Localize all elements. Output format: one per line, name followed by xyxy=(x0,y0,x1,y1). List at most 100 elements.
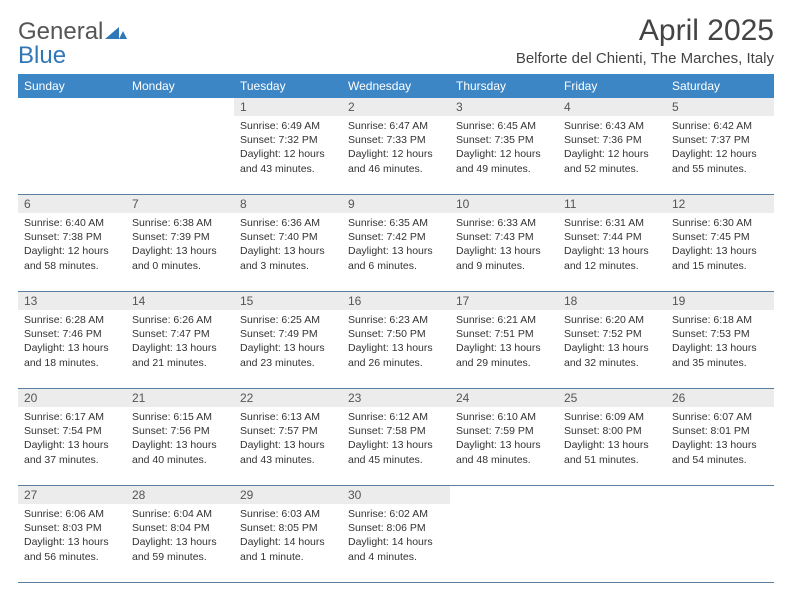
sunset-line: Sunset: 7:51 PM xyxy=(456,327,552,341)
day-cell-body: Sunrise: 6:49 AMSunset: 7:32 PMDaylight:… xyxy=(234,116,342,182)
sunrise-line: Sunrise: 6:31 AM xyxy=(564,216,660,230)
sunrise-line: Sunrise: 6:13 AM xyxy=(240,410,336,424)
day-number: 3 xyxy=(450,98,558,116)
day-cell-body: Sunrise: 6:23 AMSunset: 7:50 PMDaylight:… xyxy=(342,310,450,376)
day-cell-body: Sunrise: 6:33 AMSunset: 7:43 PMDaylight:… xyxy=(450,213,558,279)
day-number: 17 xyxy=(450,292,558,310)
sunrise-line: Sunrise: 6:09 AM xyxy=(564,410,660,424)
sunrise-line: Sunrise: 6:03 AM xyxy=(240,507,336,521)
day-cell-body: Sunrise: 6:40 AMSunset: 7:38 PMDaylight:… xyxy=(18,213,126,279)
day-header: Saturday xyxy=(666,74,774,98)
day-number xyxy=(558,486,666,504)
day-cell: Sunrise: 6:38 AMSunset: 7:39 PMDaylight:… xyxy=(126,213,234,292)
sunrise-line: Sunrise: 6:25 AM xyxy=(240,313,336,327)
day-number-cell: 27 xyxy=(18,486,126,505)
day-number-cell: 13 xyxy=(18,292,126,311)
daylight-line: Daylight: 13 hours and 9 minutes. xyxy=(456,244,552,272)
day-number-cell xyxy=(450,486,558,505)
day-header: Friday xyxy=(558,74,666,98)
sunrise-line: Sunrise: 6:40 AM xyxy=(24,216,120,230)
day-number xyxy=(666,486,774,504)
day-number: 8 xyxy=(234,195,342,213)
sunset-line: Sunset: 7:44 PM xyxy=(564,230,660,244)
sunset-line: Sunset: 8:04 PM xyxy=(132,521,228,535)
day-cell-body: Sunrise: 6:12 AMSunset: 7:58 PMDaylight:… xyxy=(342,407,450,473)
day-cell-body: Sunrise: 6:06 AMSunset: 8:03 PMDaylight:… xyxy=(18,504,126,570)
day-cell: Sunrise: 6:45 AMSunset: 7:35 PMDaylight:… xyxy=(450,116,558,195)
day-number-cell: 9 xyxy=(342,195,450,214)
day-cell-body: Sunrise: 6:36 AMSunset: 7:40 PMDaylight:… xyxy=(234,213,342,279)
daylight-line: Daylight: 13 hours and 23 minutes. xyxy=(240,341,336,369)
day-cell: Sunrise: 6:04 AMSunset: 8:04 PMDaylight:… xyxy=(126,504,234,583)
day-number-cell xyxy=(126,98,234,116)
daylight-line: Daylight: 13 hours and 18 minutes. xyxy=(24,341,120,369)
daylight-line: Daylight: 13 hours and 51 minutes. xyxy=(564,438,660,466)
day-number: 1 xyxy=(234,98,342,116)
day-cell: Sunrise: 6:31 AMSunset: 7:44 PMDaylight:… xyxy=(558,213,666,292)
sunset-line: Sunset: 8:05 PM xyxy=(240,521,336,535)
day-number xyxy=(18,98,126,116)
sunset-line: Sunset: 8:03 PM xyxy=(24,521,120,535)
day-number: 25 xyxy=(558,389,666,407)
day-number-cell: 15 xyxy=(234,292,342,311)
day-number-cell: 22 xyxy=(234,389,342,408)
day-cell: Sunrise: 6:42 AMSunset: 7:37 PMDaylight:… xyxy=(666,116,774,195)
day-cell: Sunrise: 6:25 AMSunset: 7:49 PMDaylight:… xyxy=(234,310,342,389)
title-block: April 2025 Belforte del Chienti, The Mar… xyxy=(516,14,774,67)
sunrise-line: Sunrise: 6:42 AM xyxy=(672,119,768,133)
day-number: 30 xyxy=(342,486,450,504)
day-number-cell: 16 xyxy=(342,292,450,311)
sunset-line: Sunset: 7:40 PM xyxy=(240,230,336,244)
daylight-line: Daylight: 13 hours and 12 minutes. xyxy=(564,244,660,272)
sunrise-line: Sunrise: 6:35 AM xyxy=(348,216,444,230)
day-cell: Sunrise: 6:43 AMSunset: 7:36 PMDaylight:… xyxy=(558,116,666,195)
day-number-cell: 24 xyxy=(450,389,558,408)
day-number: 19 xyxy=(666,292,774,310)
sunrise-line: Sunrise: 6:17 AM xyxy=(24,410,120,424)
sunrise-line: Sunrise: 6:28 AM xyxy=(24,313,120,327)
day-number: 21 xyxy=(126,389,234,407)
day-cell: Sunrise: 6:06 AMSunset: 8:03 PMDaylight:… xyxy=(18,504,126,583)
day-number: 27 xyxy=(18,486,126,504)
day-cell-body xyxy=(558,504,666,513)
day-number-cell: 23 xyxy=(342,389,450,408)
daylight-line: Daylight: 12 hours and 46 minutes. xyxy=(348,147,444,175)
daylight-line: Daylight: 12 hours and 49 minutes. xyxy=(456,147,552,175)
daylight-line: Daylight: 12 hours and 43 minutes. xyxy=(240,147,336,175)
day-cell: Sunrise: 6:21 AMSunset: 7:51 PMDaylight:… xyxy=(450,310,558,389)
day-cell-body xyxy=(18,116,126,125)
day-cell xyxy=(666,504,774,583)
day-cell: Sunrise: 6:36 AMSunset: 7:40 PMDaylight:… xyxy=(234,213,342,292)
day-number-cell: 8 xyxy=(234,195,342,214)
day-cell: Sunrise: 6:23 AMSunset: 7:50 PMDaylight:… xyxy=(342,310,450,389)
sunrise-line: Sunrise: 6:12 AM xyxy=(348,410,444,424)
daylight-line: Daylight: 12 hours and 52 minutes. xyxy=(564,147,660,175)
daylight-line: Daylight: 14 hours and 1 minute. xyxy=(240,535,336,563)
day-cell-body: Sunrise: 6:21 AMSunset: 7:51 PMDaylight:… xyxy=(450,310,558,376)
day-number-cell: 21 xyxy=(126,389,234,408)
day-cell-body xyxy=(666,504,774,513)
calendar-head: SundayMondayTuesdayWednesdayThursdayFrid… xyxy=(18,74,774,98)
day-number-cell: 3 xyxy=(450,98,558,116)
daylight-line: Daylight: 13 hours and 0 minutes. xyxy=(132,244,228,272)
daylight-line: Daylight: 14 hours and 4 minutes. xyxy=(348,535,444,563)
sunset-line: Sunset: 8:01 PM xyxy=(672,424,768,438)
logo-mark-icon xyxy=(105,18,127,45)
day-header: Sunday xyxy=(18,74,126,98)
sunset-line: Sunset: 7:53 PM xyxy=(672,327,768,341)
sunset-line: Sunset: 7:52 PM xyxy=(564,327,660,341)
sunset-line: Sunset: 7:45 PM xyxy=(672,230,768,244)
day-number-cell: 6 xyxy=(18,195,126,214)
calendar-table: SundayMondayTuesdayWednesdayThursdayFrid… xyxy=(18,74,774,583)
day-cell: Sunrise: 6:15 AMSunset: 7:56 PMDaylight:… xyxy=(126,407,234,486)
sunrise-line: Sunrise: 6:30 AM xyxy=(672,216,768,230)
day-number: 6 xyxy=(18,195,126,213)
day-number-cell: 4 xyxy=(558,98,666,116)
day-number: 23 xyxy=(342,389,450,407)
sunrise-line: Sunrise: 6:18 AM xyxy=(672,313,768,327)
daylight-line: Daylight: 13 hours and 32 minutes. xyxy=(564,341,660,369)
day-number: 16 xyxy=(342,292,450,310)
day-header: Monday xyxy=(126,74,234,98)
day-cell: Sunrise: 6:09 AMSunset: 8:00 PMDaylight:… xyxy=(558,407,666,486)
day-cell: Sunrise: 6:03 AMSunset: 8:05 PMDaylight:… xyxy=(234,504,342,583)
